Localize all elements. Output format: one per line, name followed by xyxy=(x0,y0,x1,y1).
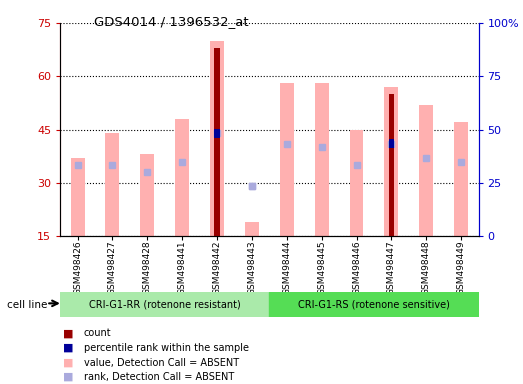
Bar xyxy=(175,119,189,236)
Text: ■: ■ xyxy=(63,358,73,367)
Text: GSM498443: GSM498443 xyxy=(247,241,256,295)
Text: GSM498428: GSM498428 xyxy=(143,241,152,295)
Bar xyxy=(349,129,363,236)
Bar xyxy=(106,133,119,236)
Text: GDS4014 / 1396532_at: GDS4014 / 1396532_at xyxy=(94,15,249,28)
Text: CRI-G1-RR (rotenone resistant): CRI-G1-RR (rotenone resistant) xyxy=(89,299,241,310)
Bar xyxy=(280,83,294,236)
Bar xyxy=(214,129,220,137)
Bar xyxy=(140,154,154,236)
Text: percentile rank within the sample: percentile rank within the sample xyxy=(84,343,248,353)
Text: GSM498448: GSM498448 xyxy=(422,241,431,295)
Bar xyxy=(384,87,399,236)
Text: ■: ■ xyxy=(63,372,73,382)
Bar xyxy=(214,48,220,236)
Bar xyxy=(245,222,259,236)
Text: ■: ■ xyxy=(63,328,73,338)
Text: ■: ■ xyxy=(63,343,73,353)
Bar xyxy=(269,292,479,317)
Bar xyxy=(315,83,328,236)
Bar xyxy=(210,41,224,236)
Text: CRI-G1-RS (rotenone sensitive): CRI-G1-RS (rotenone sensitive) xyxy=(298,299,450,310)
Text: GSM498447: GSM498447 xyxy=(387,241,396,295)
Text: GSM498441: GSM498441 xyxy=(178,241,187,295)
Text: GSM498446: GSM498446 xyxy=(352,241,361,295)
Bar xyxy=(389,94,394,236)
Bar xyxy=(71,158,85,236)
Text: cell line: cell line xyxy=(7,300,47,310)
Text: GSM498442: GSM498442 xyxy=(212,241,222,295)
Bar xyxy=(389,139,394,148)
Text: GSM498449: GSM498449 xyxy=(457,241,465,295)
Bar xyxy=(419,105,433,236)
Text: GSM498445: GSM498445 xyxy=(317,241,326,295)
Bar xyxy=(60,292,269,317)
Bar xyxy=(454,122,468,236)
Text: value, Detection Call = ABSENT: value, Detection Call = ABSENT xyxy=(84,358,239,367)
Text: GSM498444: GSM498444 xyxy=(282,241,291,295)
Text: GSM498427: GSM498427 xyxy=(108,241,117,295)
Text: GSM498426: GSM498426 xyxy=(73,241,82,295)
Text: count: count xyxy=(84,328,111,338)
Text: rank, Detection Call = ABSENT: rank, Detection Call = ABSENT xyxy=(84,372,234,382)
